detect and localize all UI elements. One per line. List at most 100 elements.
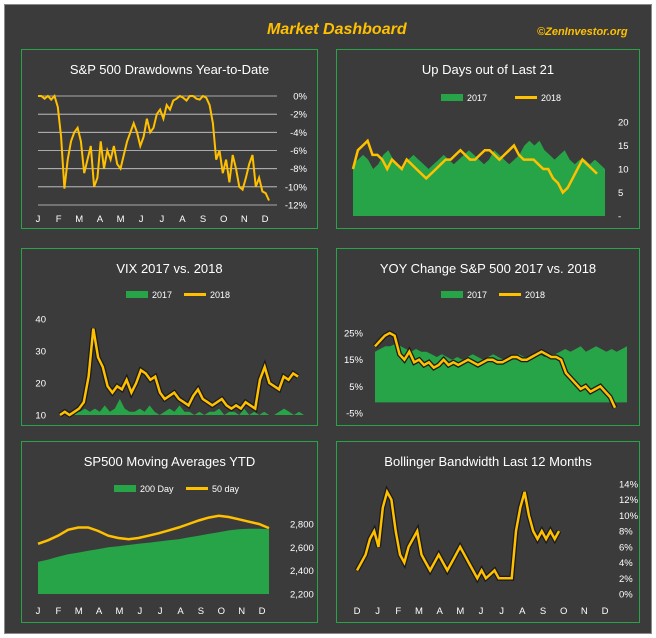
bollinger-title: Bollinger Bandwidth Last 12 Months — [384, 454, 592, 469]
moving-averages-legend-swatch-0 — [114, 485, 136, 492]
moving-averages-xtick-10: N — [238, 606, 245, 617]
yoy-series-2018-line — [374, 331, 617, 409]
bollinger-series-line — [355, 488, 561, 581]
market-dashboard: Market Dashboard ©ZenInvestor.org S&P 50… — [4, 4, 652, 634]
yoy-chart: 2017 2018 25% 15% 5% -5% — [344, 290, 627, 420]
moving-averages-ytick-1: 2,600 — [290, 543, 314, 554]
drawdowns-series-line — [38, 94, 270, 201]
drawdowns-ytick-4: -8% — [290, 164, 307, 175]
yoy-panel: YOY Change S&P 500 2017 vs. 2018 2017 201… — [336, 248, 640, 426]
yoy-title: YOY Change S&P 500 2017 vs. 2018 — [379, 261, 597, 276]
dashboard-title: Market Dashboard — [267, 21, 407, 38]
yoy-ytick-3: -5% — [346, 409, 363, 420]
drawdowns-ytick-5: -10% — [285, 182, 308, 193]
drawdowns-xtick-8: S — [200, 214, 206, 225]
bollinger-xtick-12: D — [602, 606, 609, 617]
vix-series-2018-line — [59, 328, 299, 417]
drawdowns-xtick-4: M — [117, 214, 125, 225]
moving-averages-xtick-11: D — [259, 606, 266, 617]
bollinger-chart: 14% 12% 10% 8% 6% 4% 2% 0% D J F M A M J J A S O N D — [354, 480, 639, 618]
moving-averages-xtick-1: F — [55, 606, 61, 617]
moving-averages-panel: SP500 Moving Averages YTD 200 Day 50 day 2… — [21, 441, 318, 623]
up-days-title: Up Days out of Last 21 — [421, 62, 555, 77]
bollinger-ytick-6: 2% — [619, 574, 633, 585]
drawdowns-xtick-11: D — [262, 214, 269, 225]
bollinger-panel: Bollinger Bandwidth Last 12 Months 14% 12… — [336, 441, 640, 623]
vix-ytick-0: 40 — [35, 315, 46, 326]
moving-averages-ytick-0: 2,800 — [290, 520, 314, 531]
moving-averages-series-50-day-line — [37, 514, 270, 545]
moving-averages-legend-label-1: 50 day — [212, 484, 240, 494]
vix-legend-label-1: 2018 — [210, 290, 230, 300]
up-days-ytick-0: 20 — [618, 118, 629, 129]
bollinger-xtick-5: M — [456, 606, 464, 617]
moving-averages-ytick-2: 2,400 — [290, 566, 314, 577]
drawdowns-ytick-6: -12% — [285, 201, 308, 212]
up-days-series-2017-area — [353, 140, 605, 216]
drawdowns-ytick-0: 0% — [293, 92, 307, 103]
yoy-ytick-0: 25% — [344, 329, 364, 340]
bollinger-xtick-9: S — [540, 606, 546, 617]
moving-averages-xtick-2: M — [75, 606, 83, 617]
drawdowns-xtick-6: J — [159, 214, 164, 225]
moving-averages-legend-label-0: 200 Day — [140, 484, 174, 494]
drawdowns-xtick-10: N — [241, 214, 248, 225]
vix-title: VIX 2017 vs. 2018 — [116, 261, 223, 276]
bollinger-ytick-0: 14% — [619, 480, 639, 491]
bollinger-xtick-8: A — [519, 606, 526, 617]
drawdowns-panel: S&P 500 Drawdowns Year-to-Date 0% -2% -4% -… — [21, 49, 318, 229]
bollinger-xtick-11: N — [581, 606, 588, 617]
up-days-chart: 2017 2018 20 15 10 5 - — [351, 93, 629, 223]
vix-ytick-1: 30 — [35, 347, 46, 358]
bollinger-xtick-7: J — [499, 606, 504, 617]
drawdowns-xtick-7: A — [179, 214, 186, 225]
vix-legend-label-0: 2017 — [152, 290, 172, 300]
up-days-ytick-1: 15 — [618, 141, 629, 152]
up-days-ytick-4: - — [618, 212, 621, 223]
up-days-series-2018-line — [351, 138, 598, 195]
moving-averages-ytick-3: 2,200 — [290, 590, 314, 601]
bollinger-xtick-1: J — [375, 606, 380, 617]
bollinger-xtick-0: D — [354, 606, 361, 617]
yoy-legend-label-0: 2017 — [467, 290, 487, 300]
moving-averages-chart: 200 Day 50 day 2,800 2,600 2,400 2,200 J F M A M J J… — [36, 484, 314, 617]
yoy-legend-swatch-0 — [441, 291, 463, 298]
bollinger-ytick-5: 4% — [619, 558, 633, 569]
drawdowns-title: S&P 500 Drawdowns Year-to-Date — [69, 62, 270, 77]
moving-averages-xtick-8: S — [198, 606, 204, 617]
drawdowns-ytick-2: -4% — [290, 128, 307, 139]
moving-averages-xtick-4: M — [115, 606, 123, 617]
up-days-legend-label-0: 2017 — [467, 93, 487, 103]
moving-averages-xtick-0: J — [36, 606, 41, 617]
vix-series-2017-area — [60, 399, 304, 415]
vix-ytick-2: 20 — [35, 379, 46, 390]
bollinger-xtick-2: F — [395, 606, 401, 617]
yoy-series-2017-area — [375, 343, 627, 403]
drawdowns-xtick-5: J — [139, 214, 144, 225]
drawdowns-ytick-3: -6% — [290, 146, 307, 157]
bollinger-xtick-4: A — [436, 606, 443, 617]
bollinger-ytick-7: 0% — [619, 590, 633, 601]
bollinger-xtick-6: J — [479, 606, 484, 617]
vix-ytick-3: 10 — [35, 411, 46, 422]
drawdowns-ytick-1: -2% — [290, 110, 307, 121]
vix-chart: 2017 2018 40 30 20 10 — [35, 290, 304, 422]
bollinger-series-shadow — [354, 485, 562, 584]
vix-panel: VIX 2017 vs. 2018 2017 2018 40 30 20 10 — [21, 248, 318, 426]
vix-legend-swatch-0 — [126, 291, 148, 298]
moving-averages-xtick-6: J — [158, 606, 163, 617]
up-days-ytick-3: 5 — [618, 188, 623, 199]
moving-averages-xtick-3: A — [96, 606, 103, 617]
bollinger-xtick-10: O — [560, 606, 567, 617]
yoy-ytick-1: 15% — [344, 355, 364, 366]
up-days-legend-label-1: 2018 — [541, 93, 561, 103]
dashboard-credit: ©ZenInvestor.org — [537, 26, 628, 38]
yoy-ytick-2: 5% — [349, 382, 363, 393]
drawdowns-xtick-9: O — [220, 214, 227, 225]
up-days-panel: Up Days out of Last 21 2017 2018 20 15 10 5 - — [336, 49, 640, 229]
drawdowns-xtick-2: M — [75, 214, 83, 225]
up-days-legend-swatch-0 — [441, 94, 463, 101]
bollinger-ytick-3: 8% — [619, 527, 633, 538]
moving-averages-xtick-7: A — [177, 606, 184, 617]
moving-averages-xtick-9: O — [218, 606, 225, 617]
